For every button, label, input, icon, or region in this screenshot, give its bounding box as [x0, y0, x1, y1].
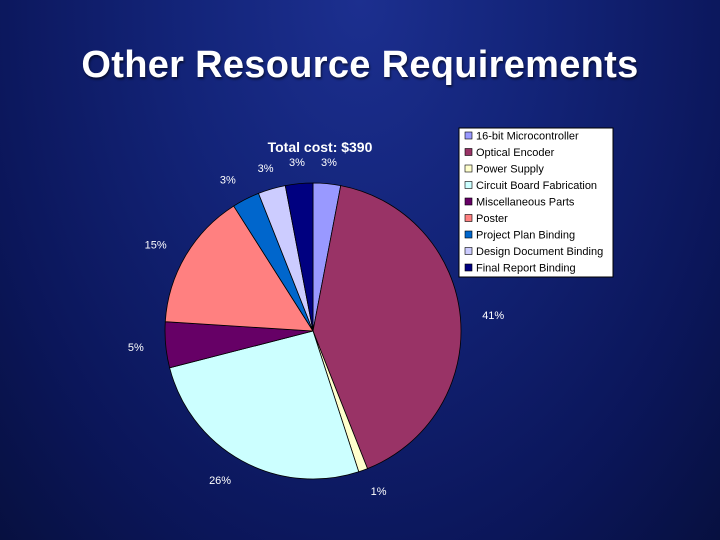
legend-swatch-16-bit-microcontroller — [464, 131, 473, 140]
pie-slice-optical-encoder — [312, 185, 462, 470]
legend-label-16-bit-microcontroller: 16-bit Microcontroller — [476, 131, 579, 143]
data-label-power-supply: 1% — [371, 486, 387, 498]
data-label-16-bit-microcontroller: 3% — [321, 157, 337, 169]
legend-swatch-optical-encoder — [464, 148, 473, 156]
pie-slice-poster — [164, 205, 314, 332]
slide-title: Other Resource Requirements — [81, 44, 639, 86]
legend-box — [458, 127, 614, 278]
data-label-design-document-binding: 3% — [258, 163, 274, 175]
data-label-miscellaneous-parts: 5% — [128, 342, 144, 354]
data-label-final-report-binding: 3% — [289, 157, 305, 169]
legend-label-circuit-board-fabrication: Circuit Board Fabrication — [476, 180, 597, 192]
legend-swatch-circuit-board-fabrication — [464, 181, 473, 189]
legend-label-design-document-binding: Design Document Binding — [476, 246, 603, 258]
pie-data-labels: 3% 41% 1% 26% 5% 15% 3% 3% 3% — [128, 157, 505, 498]
legend-label-miscellaneous-parts: Miscellaneous Parts — [476, 197, 575, 209]
legend-label-power-supply: Power Supply — [476, 164, 544, 176]
data-label-project-plan-binding: 3% — [220, 175, 236, 187]
legend-label-project-plan-binding: Project Plan Binding — [476, 230, 575, 242]
legend-swatch-project-plan-binding — [464, 230, 473, 239]
legend-swatch-final-report-binding — [464, 263, 473, 272]
pie-slice-final-report-binding — [284, 182, 314, 332]
data-label-poster: 15% — [145, 240, 167, 252]
chart-title: Total cost: $390 — [268, 139, 373, 155]
legend-swatch-miscellaneous-parts — [464, 197, 473, 206]
chart-legend: 16-bit Microcontroller Optical Encoder Pow… — [458, 127, 614, 278]
legend-swatch-design-document-binding — [464, 247, 473, 255]
pie-slice-circuit-board-fabrication — [169, 330, 360, 480]
legend-label-optical-encoder: Optical Encoder — [476, 147, 555, 159]
legend-label-final-report-binding: Final Report Binding — [476, 263, 576, 275]
legend-label-poster: Poster — [476, 213, 508, 225]
data-label-circuit-board-fabrication: 26% — [209, 475, 231, 487]
pie-slices — [164, 182, 462, 480]
legend-swatch-power-supply — [464, 164, 473, 173]
legend-swatch-poster — [464, 214, 473, 222]
data-label-optical-encoder: 41% — [482, 310, 504, 322]
